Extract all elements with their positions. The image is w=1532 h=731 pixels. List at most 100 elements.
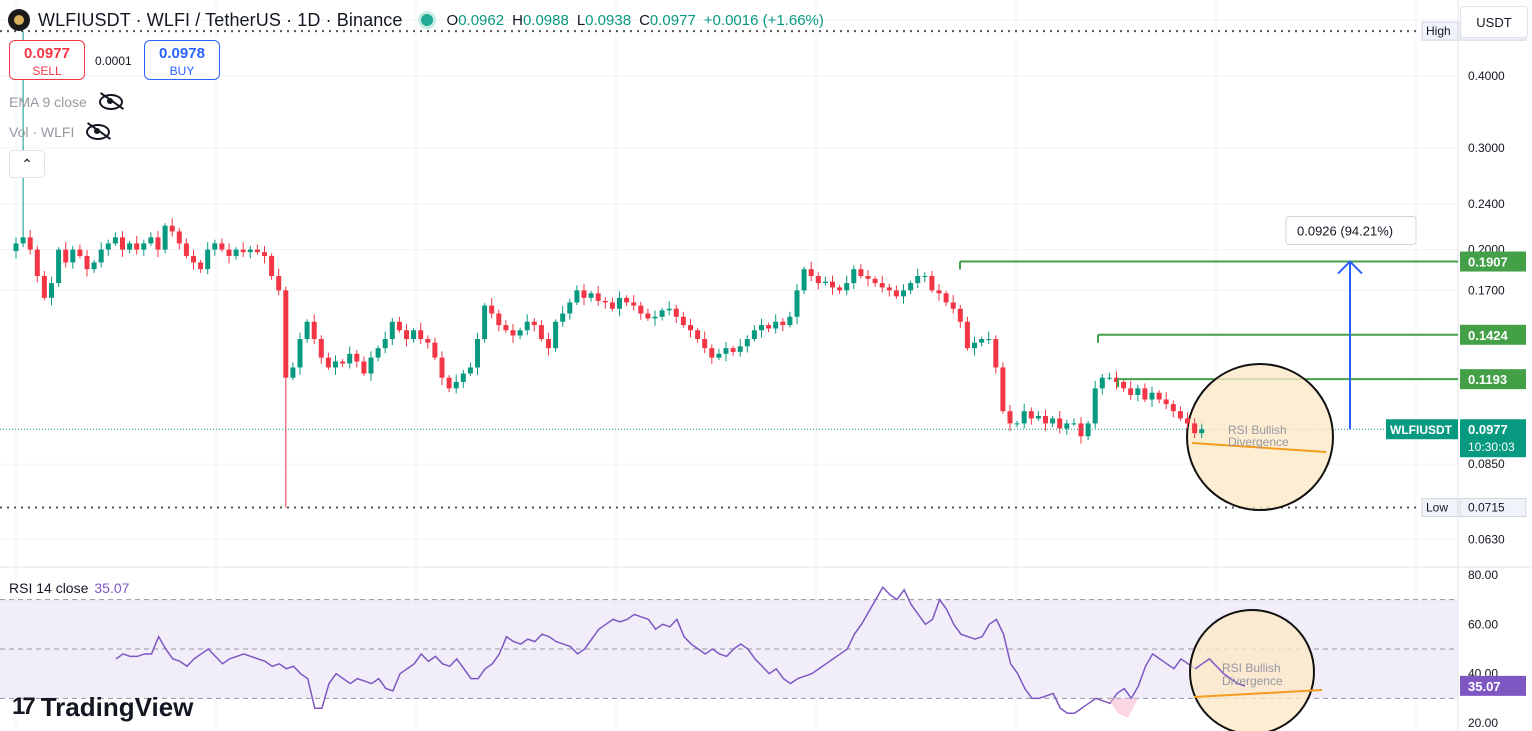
sell-label: SELL bbox=[32, 64, 62, 78]
open-label: O bbox=[446, 11, 459, 29]
ohlc-readout: O0.0962 H0.0988 L0.0938 C0.0977 +0.0016 … bbox=[447, 12, 824, 29]
tradingview-mark-icon: 17 bbox=[12, 693, 36, 720]
change-value: +0.0016 (+1.66%) bbox=[703, 11, 824, 29]
candle-body bbox=[993, 339, 999, 368]
last-price-label: 0.0977 bbox=[1468, 422, 1508, 437]
candle-body bbox=[830, 281, 835, 288]
candle-body bbox=[396, 321, 402, 331]
candle-body bbox=[212, 243, 218, 250]
candle-body bbox=[744, 339, 750, 347]
eye-off-icon[interactable] bbox=[98, 94, 123, 110]
high-tag-label: High bbox=[1426, 24, 1451, 38]
candle-body bbox=[219, 243, 225, 250]
candle-body bbox=[226, 249, 232, 256]
candle-body bbox=[432, 342, 438, 358]
candle-body bbox=[908, 283, 914, 291]
candle-body bbox=[318, 339, 324, 358]
candle-body bbox=[489, 305, 495, 314]
candle-body bbox=[276, 276, 282, 291]
rsi-legend-value: 35.07 bbox=[94, 580, 130, 596]
candle-body bbox=[957, 308, 963, 322]
candle-body bbox=[922, 276, 928, 278]
candle-body bbox=[176, 231, 182, 244]
close-label: C bbox=[639, 11, 650, 29]
rsi-divergence-line bbox=[1193, 689, 1323, 698]
candle-body bbox=[77, 249, 83, 256]
candle-body bbox=[361, 361, 367, 374]
candle-body bbox=[979, 339, 985, 343]
currency-button[interactable]: USDT bbox=[1460, 6, 1528, 38]
candle-body bbox=[893, 290, 899, 297]
candle-body bbox=[617, 297, 622, 309]
countdown-label: 10:30:03 bbox=[1468, 440, 1515, 454]
candle-body bbox=[1177, 411, 1183, 419]
candle-body bbox=[1149, 392, 1155, 400]
divergence-text-line2: Divergence bbox=[1228, 435, 1289, 449]
resistance-value-label: 0.1424 bbox=[1468, 328, 1509, 343]
price-tick-label: 0.1700 bbox=[1468, 283, 1505, 297]
candle-body bbox=[105, 243, 111, 250]
candle-body bbox=[91, 262, 97, 270]
candle-body bbox=[766, 325, 772, 329]
candle-body bbox=[666, 308, 672, 311]
candle-body bbox=[1014, 423, 1020, 425]
candle-body bbox=[759, 325, 764, 331]
volume-legend[interactable]: Vol · WLFI bbox=[9, 124, 111, 140]
eye-off-icon[interactable] bbox=[86, 124, 111, 140]
candle-body bbox=[673, 308, 679, 317]
rsi-legend-label: RSI 14 close bbox=[9, 580, 89, 596]
rsi-legend[interactable]: RSI 14 close 35.07 bbox=[9, 580, 129, 596]
level-value-bg bbox=[1459, 498, 1527, 518]
candle-body bbox=[837, 287, 843, 291]
candle-body bbox=[503, 325, 509, 331]
resistance-value-label: 0.1193 bbox=[1468, 372, 1507, 387]
candle-body bbox=[709, 348, 715, 358]
resistance-tag-bg bbox=[1460, 369, 1526, 390]
buy-button[interactable]: 0.0978 BUY bbox=[144, 40, 220, 80]
candle-body bbox=[688, 325, 693, 331]
candle-body bbox=[1028, 411, 1034, 419]
candle-body bbox=[638, 305, 644, 314]
rsi-value-tag-bg bbox=[1460, 675, 1526, 696]
candle-body bbox=[340, 361, 346, 364]
rsi-line-highlighted bbox=[1194, 657, 1246, 687]
candle-body bbox=[453, 381, 459, 389]
candle-body bbox=[588, 293, 594, 298]
tradingview-logo[interactable]: 17 TradingView bbox=[12, 692, 193, 722]
candle-body bbox=[375, 348, 381, 358]
resistance-value-label: 0.1907 bbox=[1468, 255, 1508, 270]
candle-body bbox=[1121, 381, 1127, 389]
price-tick-label: 0.4000 bbox=[1468, 69, 1505, 83]
sell-button[interactable]: 0.0977 SELL bbox=[9, 40, 85, 80]
candle-body bbox=[936, 290, 942, 294]
candle-body bbox=[1000, 367, 1006, 412]
candle-body bbox=[27, 237, 33, 250]
candle-body bbox=[858, 269, 864, 277]
candle-body bbox=[517, 330, 523, 336]
last-symbol-tag-bg bbox=[1386, 419, 1458, 440]
buy-label: BUY bbox=[169, 64, 195, 78]
candle-body bbox=[730, 348, 736, 352]
spread-value: 0.0001 bbox=[95, 54, 132, 68]
candle-body bbox=[950, 302, 956, 309]
candle-body bbox=[389, 321, 395, 340]
symbol-title[interactable]: WLFIUSDT · WLFI / TetherUS · 1D · Binanc… bbox=[38, 9, 403, 30]
candle-body bbox=[446, 377, 452, 389]
candle-body bbox=[13, 243, 19, 252]
candle-body bbox=[1135, 388, 1141, 395]
level-tag-bg bbox=[1421, 498, 1459, 518]
collapse-legend-button[interactable]: ⌃ bbox=[9, 150, 45, 178]
candle-body bbox=[787, 316, 793, 326]
candle-body bbox=[524, 321, 530, 331]
ema-legend[interactable]: EMA 9 close bbox=[9, 94, 123, 110]
candle-body bbox=[808, 269, 814, 277]
candle-body bbox=[84, 255, 90, 270]
projection-label: 0.0926 (94.21%) bbox=[1297, 224, 1393, 239]
candle-body bbox=[716, 353, 722, 358]
candle-body bbox=[1064, 423, 1070, 429]
candle-body bbox=[964, 321, 970, 349]
candle-body bbox=[1021, 411, 1027, 424]
candle-body bbox=[553, 321, 559, 349]
candle-body bbox=[120, 237, 125, 250]
